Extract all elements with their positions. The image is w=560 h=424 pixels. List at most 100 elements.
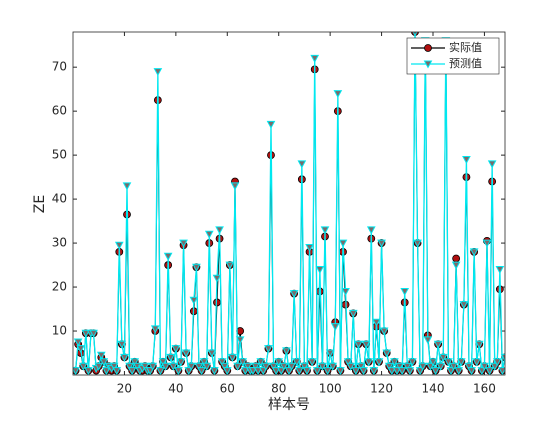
point bbox=[366, 226, 376, 235]
point bbox=[312, 367, 322, 375]
point bbox=[444, 358, 453, 367]
point bbox=[451, 261, 461, 270]
point bbox=[364, 358, 374, 367]
point bbox=[413, 239, 422, 248]
point bbox=[222, 367, 232, 375]
point bbox=[323, 367, 332, 375]
legend-label: 预测值 bbox=[449, 57, 482, 70]
point bbox=[212, 274, 222, 283]
y-tick-label: 50 bbox=[52, 148, 67, 162]
point bbox=[400, 287, 410, 297]
point bbox=[343, 358, 353, 367]
y-tick-label: 10 bbox=[52, 324, 67, 338]
point bbox=[390, 358, 399, 367]
point bbox=[333, 90, 343, 99]
point bbox=[436, 362, 446, 371]
point bbox=[482, 239, 492, 248]
point bbox=[199, 358, 209, 367]
point bbox=[397, 367, 407, 375]
point bbox=[495, 265, 505, 275]
point bbox=[485, 367, 494, 375]
point bbox=[228, 353, 237, 362]
point bbox=[379, 327, 389, 336]
point bbox=[300, 362, 309, 371]
plot-frame bbox=[72, 31, 506, 376]
y-tick-label: 20 bbox=[52, 280, 67, 294]
point bbox=[109, 362, 119, 371]
point bbox=[140, 362, 150, 371]
point bbox=[153, 68, 163, 77]
point bbox=[289, 290, 299, 299]
point bbox=[96, 351, 106, 360]
point bbox=[217, 358, 227, 367]
legend-box bbox=[406, 37, 500, 75]
point bbox=[452, 254, 461, 263]
point bbox=[238, 358, 248, 367]
y-tick-label: 70 bbox=[52, 60, 67, 74]
point bbox=[176, 358, 186, 367]
point bbox=[449, 362, 458, 371]
point bbox=[384, 362, 394, 371]
point bbox=[73, 367, 80, 375]
point bbox=[163, 252, 173, 261]
point bbox=[150, 325, 160, 334]
point bbox=[117, 340, 127, 349]
y-tick-label: 30 bbox=[52, 236, 67, 250]
point bbox=[374, 358, 384, 367]
point bbox=[156, 367, 165, 375]
point bbox=[282, 347, 291, 356]
point bbox=[361, 340, 371, 349]
point bbox=[351, 367, 361, 375]
point bbox=[292, 358, 302, 367]
point bbox=[459, 301, 469, 310]
point bbox=[341, 287, 350, 297]
point bbox=[320, 226, 330, 235]
point bbox=[315, 265, 325, 275]
point bbox=[418, 362, 428, 371]
point bbox=[225, 261, 235, 270]
point bbox=[251, 362, 260, 371]
point bbox=[405, 367, 415, 375]
point bbox=[302, 367, 312, 375]
point bbox=[456, 358, 466, 367]
point bbox=[84, 367, 93, 375]
point bbox=[297, 160, 307, 169]
point bbox=[89, 329, 98, 338]
point bbox=[359, 367, 368, 375]
legend-label: 实际值 bbox=[449, 40, 482, 54]
point bbox=[387, 367, 397, 375]
point bbox=[433, 340, 443, 349]
x-tick-label: 80 bbox=[271, 382, 286, 396]
point bbox=[428, 358, 438, 367]
point bbox=[469, 248, 479, 257]
point bbox=[354, 340, 363, 349]
point bbox=[202, 362, 212, 371]
point bbox=[346, 362, 356, 371]
y-axis-label: ZE bbox=[32, 195, 48, 213]
point bbox=[382, 349, 392, 358]
point bbox=[338, 239, 348, 248]
point bbox=[462, 156, 471, 165]
point bbox=[168, 362, 178, 371]
point bbox=[171, 345, 181, 354]
point bbox=[369, 367, 379, 375]
x-tick-label: 100 bbox=[319, 382, 342, 396]
x-tick-label: 20 bbox=[117, 382, 132, 396]
point bbox=[158, 358, 168, 367]
point bbox=[161, 362, 170, 371]
point bbox=[125, 362, 134, 371]
point bbox=[186, 362, 196, 371]
point bbox=[114, 241, 124, 250]
point bbox=[454, 367, 464, 375]
point bbox=[266, 120, 276, 129]
y-tick-label: 40 bbox=[52, 192, 67, 206]
point bbox=[464, 362, 474, 371]
point bbox=[99, 358, 109, 367]
point bbox=[179, 239, 188, 248]
point bbox=[492, 358, 502, 367]
point bbox=[94, 362, 104, 371]
y-tick-label: 60 bbox=[52, 104, 67, 118]
point bbox=[438, 353, 448, 362]
point bbox=[264, 345, 273, 354]
point bbox=[271, 367, 281, 375]
